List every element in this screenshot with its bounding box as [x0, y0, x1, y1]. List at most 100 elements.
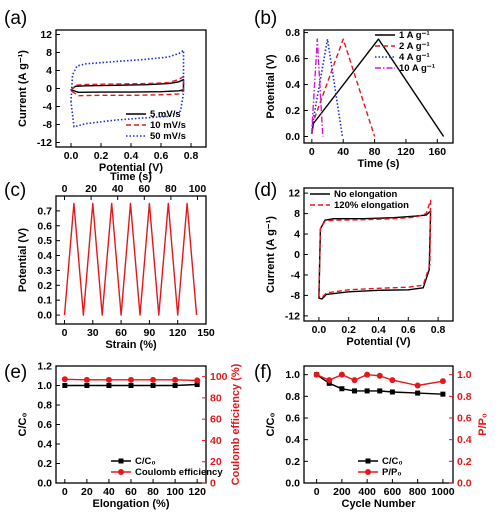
x-axis-label: Elongation (%) [93, 498, 170, 510]
legend: C/C₀P/P₀ [358, 456, 403, 478]
x-tick-label: 0.6 [401, 324, 416, 336]
x-tick-label: 0.2 [341, 324, 356, 336]
y-tick-label: 1.0 [285, 369, 300, 381]
legend-label-1: 120% elongation [334, 200, 409, 211]
data-point-circle [364, 371, 371, 378]
x-tick-label: 100 [166, 486, 184, 498]
y-tick-label: 0.0 [37, 478, 52, 490]
x-tick-label: 0.0 [312, 324, 327, 336]
legend-label-2: 4 A g⁻¹ [399, 52, 430, 63]
y-tick-label: 1.0 [37, 380, 52, 392]
x-tick-label: 120 [397, 146, 415, 158]
x2-axis-label: Time (s) [110, 171, 152, 183]
y-tick-label: -8 [43, 119, 52, 131]
x-tick-label: 120 [188, 486, 206, 498]
y-tick-label: 0.0 [285, 478, 300, 490]
x-tick-label: 0.2 [94, 150, 109, 162]
legend-label-1: Coulomb efficiency [135, 467, 223, 478]
series-line-1 [318, 199, 432, 299]
data-point-circle [105, 376, 112, 383]
data-point-square [172, 383, 178, 388]
y-tick-label: 0.4 [285, 79, 300, 91]
legend-label-0: 5 mV/s [150, 109, 181, 120]
y-tick-label: -12 [285, 310, 300, 322]
x-tick-label: 0 [62, 327, 68, 339]
data-point-square [62, 383, 68, 388]
y-tick-label: 0.2 [285, 105, 300, 117]
x-tick-label: 800 [409, 486, 427, 498]
y-tick-label: 12 [288, 188, 300, 200]
y-tick-label: 0.4 [37, 250, 52, 262]
y-axis-label: Potential (V) [17, 228, 29, 293]
y-tick-label: 12 [40, 29, 52, 41]
y2-tick-label: 60 [210, 414, 222, 426]
x-tick-label: 40 [103, 486, 115, 498]
x-tick-label: 0 [309, 146, 315, 158]
series-line-2 [311, 38, 344, 137]
x-tick-label: 60 [115, 327, 127, 339]
y2-tick-label: 0.8 [457, 391, 472, 403]
x-tick-label: 0 [62, 486, 68, 498]
x-tick-label: 0.4 [371, 324, 386, 336]
panel-e: (e) 0 20 40 60 80 100 120 0.0 0.2 0.4 0.6 0.8 1.0 1.2 0… [4, 361, 242, 511]
legend-label-3: 10 A g⁻¹ [399, 63, 435, 74]
panel-a: (a) 0.0 0.2 0.4 0.6 0.8 -12 -8 -4 0 4 8 12 Potential … [4, 8, 207, 174]
y2-tick-label: 100 [210, 371, 228, 383]
x-tick-label: 600 [384, 486, 402, 498]
legend-label-2: 50 mV/s [150, 131, 186, 142]
y2-tick-label: 0.0 [457, 478, 472, 490]
panel-label: (b) [254, 8, 277, 29]
x2-tick-label: 100 [189, 183, 207, 195]
data-point-square [326, 380, 332, 386]
y-tick-label: 0.8 [285, 391, 300, 403]
x-axis-label: Strain (%) [105, 339, 157, 351]
panel-label: (d) [254, 180, 277, 201]
y-axis-label: C/C₀ [265, 413, 277, 437]
legend-label-0: 1 A g⁻¹ [399, 30, 430, 41]
legend: 5 mV/s10 mV/s50 mV/s [126, 109, 186, 142]
y-tick-label: 0 [294, 249, 300, 261]
legend-marker [365, 458, 371, 464]
data-point-square [84, 383, 90, 388]
x-axis-label: Time (s) [358, 158, 400, 170]
y2-tick-label: 40 [210, 435, 222, 447]
x-tick-label: 30 [87, 327, 99, 339]
y2-tick-label: 0 [210, 478, 216, 490]
y-tick-label: 0.4 [37, 439, 52, 451]
x2-tick-label: 0 [62, 183, 68, 195]
legend-label-0: No elongation [334, 189, 398, 200]
data-point-square [339, 386, 345, 392]
x-tick-label: 20 [81, 486, 93, 498]
y-tick-label: 0.2 [37, 458, 52, 470]
y2-tick-label: 0.6 [457, 413, 472, 425]
data-point-square [440, 391, 446, 397]
x-tick-label: 90 [144, 327, 156, 339]
y-tick-label: 0.6 [37, 220, 52, 232]
x-tick-label: 0.8 [431, 324, 446, 336]
data-point-square [389, 389, 395, 395]
y-tick-label: 8 [46, 47, 52, 59]
y-tick-label: -12 [37, 137, 52, 149]
y2-tick-label: 1.0 [457, 369, 472, 381]
legend: 1 A g⁻¹2 A g⁻¹4 A g⁻¹10 A g⁻¹ [375, 30, 435, 74]
y-tick-label: 0.1 [37, 295, 52, 307]
y-tick-label: 4 [46, 65, 52, 77]
plot-frame [303, 29, 454, 144]
series-line-0 [70, 78, 185, 93]
y-tick-label: 0.3 [37, 265, 52, 277]
y-tick-label: -4 [43, 101, 52, 113]
legend-label-1: P/P₀ [382, 467, 402, 478]
data-point-circle [150, 376, 157, 383]
data-point-square [364, 388, 370, 394]
x-tick-label: 200 [333, 486, 351, 498]
data-point-circle [414, 382, 421, 389]
panel-b: (b) 0 40 80 120 160 0.0 0.2 0.4 0.6 0.8 Time (s) Pot… [254, 8, 454, 170]
y-tick-label: 0.5 [37, 235, 52, 247]
data-point-square [150, 383, 156, 388]
x-tick-label: 80 [147, 486, 159, 498]
y-tick-label: 0.0 [37, 310, 52, 322]
y-tick-label: 0.0 [285, 131, 300, 143]
x-tick-label: 0.8 [184, 150, 199, 162]
panel-c: (c) 0 30 60 90 120 150 0.0 0.1 0.2 0.3 0.4 0.5 0.6 0.7… [4, 171, 215, 351]
